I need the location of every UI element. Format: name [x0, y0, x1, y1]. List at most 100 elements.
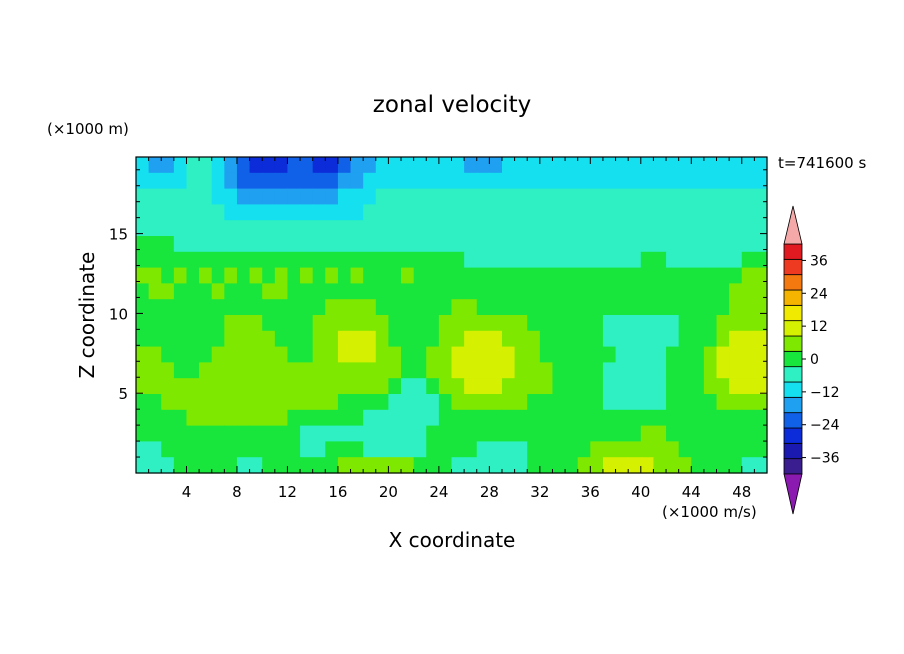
y-unit-label: (×1000 m): [47, 120, 129, 138]
field-cell: [161, 425, 175, 442]
field-cell: [325, 299, 339, 316]
field-cell: [274, 346, 289, 363]
field-cell: [438, 299, 453, 316]
field-cell: [224, 330, 238, 348]
field-cell: [426, 457, 440, 474]
field-cell: [249, 267, 263, 284]
field-cell: [325, 330, 339, 348]
field-cell: [565, 362, 579, 379]
field-cell: [312, 315, 326, 332]
field-cell: [539, 172, 554, 190]
field-cell: [161, 157, 175, 174]
field-cell: [703, 378, 718, 395]
field-cell: [426, 441, 440, 458]
field-cell: [401, 157, 415, 174]
field-cell: [375, 172, 389, 190]
field-cell: [602, 346, 617, 363]
field-cell: [754, 425, 768, 442]
field-cell: [438, 346, 453, 363]
field-cell: [464, 299, 478, 316]
field-cell: [136, 267, 150, 284]
field-cell: [489, 425, 503, 442]
field-cell: [199, 157, 213, 174]
field-cell: [716, 409, 730, 427]
field-cell: [539, 188, 554, 205]
x-axis-label: X coordinate: [389, 528, 516, 552]
field-cell: [199, 236, 213, 253]
field-cell: [628, 409, 642, 427]
field-cell: [754, 267, 768, 284]
field-cell: [186, 172, 200, 190]
field-cell: [628, 236, 642, 253]
field-cell: [741, 394, 755, 411]
field-cell: [729, 251, 743, 269]
field-cell: [703, 394, 718, 411]
field-cell: [300, 188, 314, 205]
field-cell: [413, 362, 427, 379]
field-cell: [262, 251, 276, 269]
field-cell: [148, 362, 162, 379]
field-cell: [249, 441, 263, 458]
field-cell: [300, 236, 314, 253]
field-cell: [741, 409, 755, 427]
field-cell: [148, 378, 162, 395]
field-cell: [375, 346, 389, 363]
field-cell: [312, 220, 326, 237]
field-cell: [300, 425, 314, 442]
field-cell: [300, 299, 314, 316]
field-cell: [136, 394, 150, 411]
field-cell: [325, 315, 339, 332]
field-cell: [552, 236, 566, 253]
field-cell: [249, 330, 263, 348]
field-cell: [287, 378, 301, 395]
field-cell: [426, 220, 440, 237]
field-cell: [666, 441, 680, 458]
y-tick-label: 15: [109, 226, 128, 244]
field-cell: [741, 299, 755, 316]
field-cell: [476, 441, 490, 458]
field-cell: [287, 220, 301, 237]
field-cell: [489, 378, 503, 395]
field-cell: [401, 409, 415, 427]
field-cell: [577, 283, 591, 300]
field-cell: [287, 362, 301, 379]
field-cell: [161, 378, 175, 395]
field-cell: [236, 188, 251, 205]
field-cell: [640, 409, 655, 427]
field-cell: [615, 378, 629, 395]
field-cell: [148, 330, 162, 348]
field-cell: [186, 362, 200, 379]
field-cell: [363, 409, 377, 427]
field-cell: [590, 188, 604, 205]
field-cell: [653, 236, 667, 253]
field-cell: [565, 330, 579, 348]
field-cell: [678, 267, 692, 284]
field-cell: [628, 251, 642, 269]
field-cell: [148, 394, 162, 411]
field-cell: [539, 267, 554, 284]
field-cell: [703, 204, 718, 221]
field-cell: [211, 188, 225, 205]
field-cell: [590, 394, 604, 411]
field-cell: [514, 283, 528, 300]
field-cell: [363, 220, 377, 237]
field-cell: [287, 425, 301, 442]
field-cell: [640, 267, 655, 284]
field-cell: [199, 188, 213, 205]
field-cell: [274, 299, 289, 316]
field-cell: [615, 188, 629, 205]
field-cell: [199, 204, 213, 221]
field-cell: [501, 157, 516, 174]
field-cell: [754, 457, 768, 474]
field-cell: [211, 267, 225, 284]
field-cell: [527, 251, 541, 269]
field-cell: [539, 315, 554, 332]
field-cell: [274, 236, 289, 253]
field-cell: [476, 251, 490, 269]
field-cell: [590, 204, 604, 221]
x-tick-label: 32: [530, 483, 549, 501]
field-cell: [262, 362, 276, 379]
field-cell: [640, 204, 655, 221]
field-cell: [552, 204, 566, 221]
